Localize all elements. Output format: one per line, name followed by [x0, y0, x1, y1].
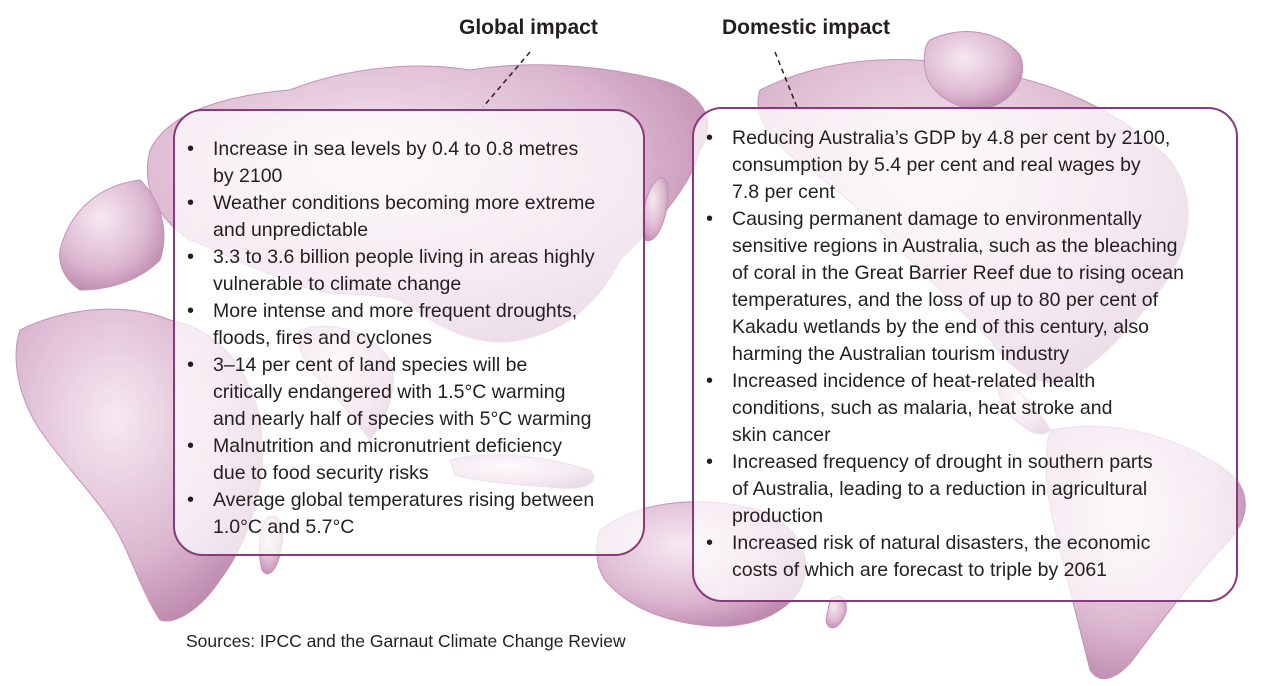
domestic-impact-heading: Domestic impact [722, 16, 891, 39]
global-impact-list: Increase in sea levels by 0.4 to 0.8 met… [175, 111, 643, 541]
list-item: Increase in sea levels by 0.4 to 0.8 met… [175, 136, 633, 190]
list-item: 3.3 to 3.6 billion people living in area… [175, 244, 633, 298]
sources-note: Sources: IPCC and the Garnaut Climate Ch… [186, 631, 626, 651]
list-item: Average global temperatures rising betwe… [175, 487, 633, 541]
list-item: Increased incidence of heat-related heal… [694, 368, 1230, 449]
domestic-impact-list: Reducing Australia’s GDP by 4.8 per cent… [694, 109, 1236, 584]
global-impact-heading: Global impact [459, 16, 598, 39]
list-item: Weather conditions becoming more extreme… [175, 190, 633, 244]
list-item: Reducing Australia’s GDP by 4.8 per cent… [694, 125, 1230, 206]
list-item: Malnutrition and micronutrient deficienc… [175, 433, 633, 487]
list-item: Increased risk of natural disasters, the… [694, 530, 1230, 584]
europe-landmass [59, 179, 165, 291]
list-item: Increased frequency of drought in southe… [694, 449, 1230, 530]
list-item: 3–14 per cent of land species will be cr… [175, 352, 633, 433]
list-item: Causing permanent damage to environmenta… [694, 206, 1230, 368]
global-impact-box: Increase in sea levels by 0.4 to 0.8 met… [173, 109, 645, 556]
domestic-impact-box: Reducing Australia’s GDP by 4.8 per cent… [692, 107, 1238, 602]
list-item: More intense and more frequent droughts,… [175, 298, 633, 352]
